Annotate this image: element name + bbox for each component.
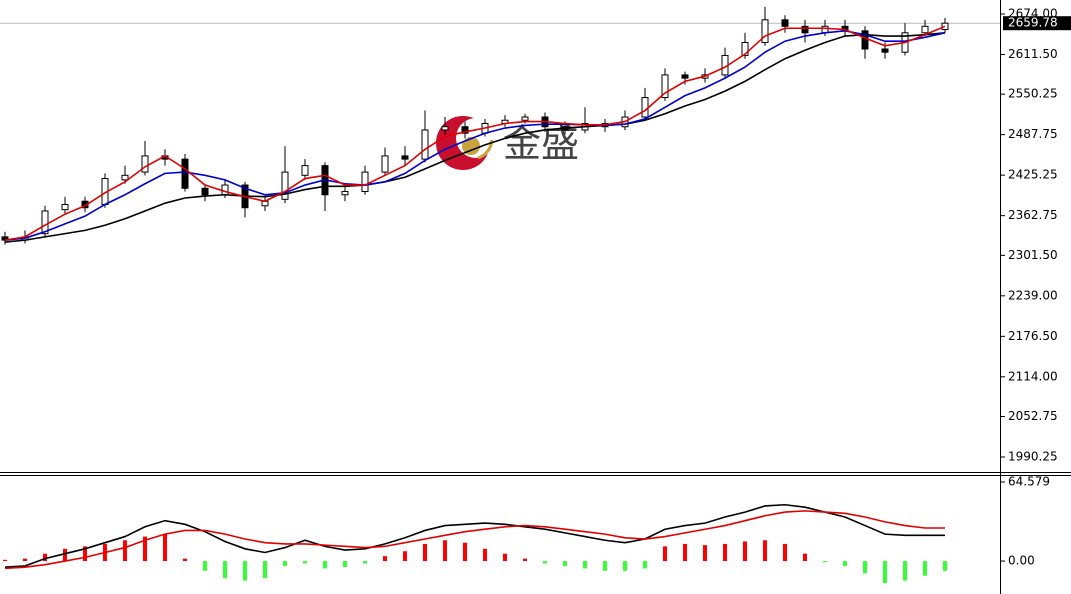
histogram-bar xyxy=(563,561,567,566)
y-tick-label: 1990.25 xyxy=(1008,450,1058,464)
histogram-bar xyxy=(763,540,767,562)
histogram-bar xyxy=(583,561,587,569)
histogram-bar xyxy=(283,561,287,566)
histogram-bar xyxy=(683,543,687,562)
histogram-bar xyxy=(943,561,947,571)
histogram-bar xyxy=(163,534,167,562)
y-tick-label: 2176.50 xyxy=(1008,329,1058,343)
candle-body xyxy=(521,116,529,121)
histogram-bar xyxy=(63,548,67,562)
y-tick-label: 2487.75 xyxy=(1008,127,1058,141)
candle-body xyxy=(441,126,449,131)
histogram-bar xyxy=(863,561,867,574)
candle-body xyxy=(281,171,289,200)
candle-body xyxy=(181,158,189,189)
histogram-bar xyxy=(203,561,207,571)
candle-body xyxy=(381,155,389,173)
histogram-bar xyxy=(43,553,47,562)
y-tick-label: 2114.00 xyxy=(1008,369,1058,383)
candle-body xyxy=(61,203,69,211)
y-tick-label: 2611.50 xyxy=(1008,47,1058,61)
y-tick-label: 2052.75 xyxy=(1008,409,1058,423)
histogram-bar xyxy=(623,561,627,571)
y-tick-label: 2239.00 xyxy=(1008,288,1058,302)
candle-body xyxy=(461,126,469,134)
candle-body xyxy=(341,191,349,196)
current-price-label: 2659.78 xyxy=(1008,16,1058,30)
line xyxy=(4,30,946,241)
histogram-bar xyxy=(903,561,907,581)
candle-body xyxy=(421,129,429,160)
candle-body xyxy=(141,155,149,173)
candle-body xyxy=(41,210,49,235)
histogram-bar xyxy=(23,558,27,562)
line xyxy=(4,503,945,568)
histogram-bar xyxy=(83,546,87,562)
histogram-bar xyxy=(643,561,647,569)
candle-body xyxy=(881,48,889,53)
histogram-bar xyxy=(663,546,667,562)
histogram-bar xyxy=(263,561,267,579)
candle-body xyxy=(801,25,809,34)
y-tick-label: 2425.25 xyxy=(1008,168,1058,182)
candle-body xyxy=(681,74,689,79)
histogram-bar xyxy=(723,543,727,562)
candle-body xyxy=(661,74,669,99)
histogram-bar xyxy=(883,561,887,584)
histogram-bar xyxy=(923,561,927,576)
candle-body xyxy=(781,19,789,27)
histogram-bar xyxy=(783,543,787,562)
histogram-bar xyxy=(603,561,607,571)
histogram-bar xyxy=(223,561,227,579)
histogram-bar xyxy=(403,551,407,562)
line xyxy=(4,25,946,241)
candle-body xyxy=(361,171,369,193)
histogram-bar xyxy=(523,558,527,562)
line xyxy=(4,31,946,243)
candle-body xyxy=(641,97,649,118)
y-tick-label: 2362.75 xyxy=(1008,208,1058,222)
histogram-bar xyxy=(3,559,7,562)
y-tick-label: 0.00 xyxy=(1008,554,1035,568)
histogram-bar xyxy=(383,556,387,562)
histogram-bar xyxy=(483,548,487,562)
histogram-bar xyxy=(843,561,847,566)
histogram-bar xyxy=(703,545,707,562)
histogram-bar xyxy=(423,543,427,562)
candle-body xyxy=(201,187,209,196)
histogram-bar xyxy=(323,561,327,569)
histogram-bar xyxy=(243,561,247,581)
histogram-bar xyxy=(823,561,827,563)
histogram-bar xyxy=(743,541,747,562)
candle-body xyxy=(221,184,229,196)
line xyxy=(4,510,945,570)
histogram-bar xyxy=(463,542,467,562)
candle-body xyxy=(121,174,129,181)
histogram-bar xyxy=(303,561,307,564)
histogram-bar xyxy=(443,540,447,562)
histogram-bar xyxy=(123,540,127,562)
histogram-bar xyxy=(143,536,147,562)
y-tick-label: 64.579 xyxy=(1008,475,1050,489)
histogram-bar xyxy=(183,558,187,562)
histogram-bar xyxy=(543,561,547,564)
y-tick-label: 2301.50 xyxy=(1008,248,1058,262)
candle-body xyxy=(921,25,929,34)
histogram-bar xyxy=(363,561,367,564)
candle-body xyxy=(741,42,749,56)
candle-body xyxy=(301,165,309,176)
candle-body xyxy=(761,19,769,44)
logo-dot xyxy=(462,137,480,155)
current-price-box xyxy=(1003,16,1071,31)
candle-body xyxy=(401,155,409,160)
histogram-bar xyxy=(803,553,807,562)
y-tick-label: 2550.25 xyxy=(1008,87,1058,101)
histogram-bar xyxy=(503,553,507,562)
histogram-bar xyxy=(343,561,347,568)
